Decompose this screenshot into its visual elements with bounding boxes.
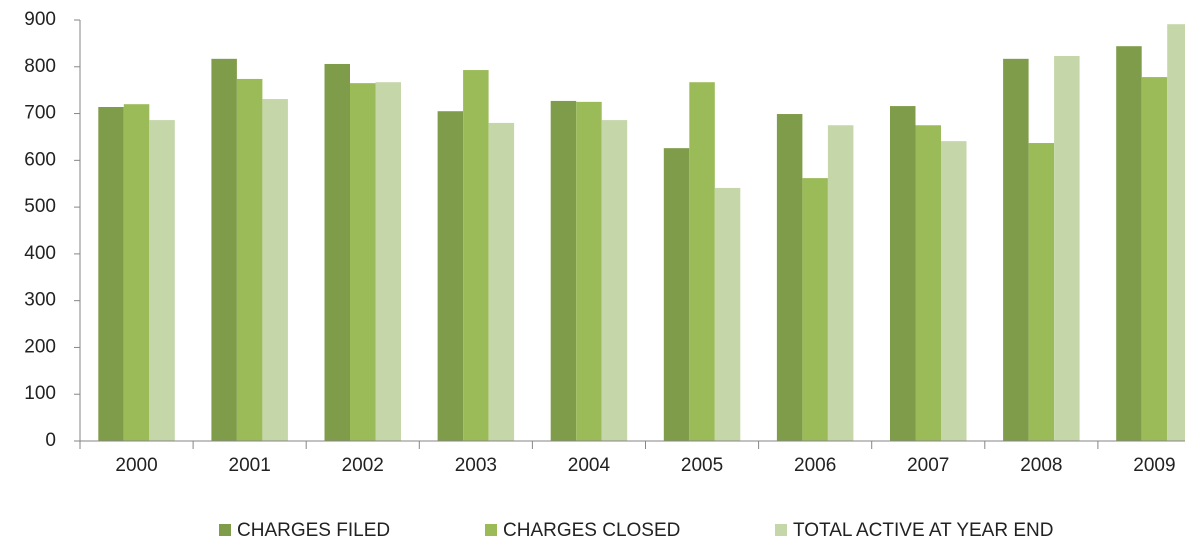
bar xyxy=(1141,77,1168,442)
bar xyxy=(941,141,967,441)
x-tick-label: 2005 xyxy=(681,455,723,476)
bar xyxy=(1003,58,1029,441)
bar xyxy=(776,114,803,442)
bar xyxy=(576,101,602,441)
x-tick-label: 2001 xyxy=(229,455,271,476)
bar xyxy=(663,148,690,441)
bar xyxy=(350,83,376,442)
bar xyxy=(827,125,854,441)
bar xyxy=(98,107,124,442)
x-tick-label: 2003 xyxy=(455,455,497,476)
bar xyxy=(375,82,401,441)
bar xyxy=(1116,46,1142,441)
bar xyxy=(1054,56,1080,441)
x-tick-label: 2007 xyxy=(907,455,949,476)
x-tick-label: 2002 xyxy=(342,455,384,476)
bar xyxy=(802,178,828,441)
x-tick-label: 2008 xyxy=(1020,455,1062,476)
y-tick-label: 0 xyxy=(45,430,56,451)
legend-label: CHARGES FILED xyxy=(237,520,390,541)
bar xyxy=(1028,143,1055,441)
bar xyxy=(123,104,150,441)
bar xyxy=(714,187,741,441)
bar xyxy=(211,58,237,441)
y-tick-label: 400 xyxy=(24,243,56,264)
legend-label: CHARGES CLOSED xyxy=(503,520,680,541)
bar xyxy=(463,70,489,442)
bar xyxy=(890,106,916,442)
bar xyxy=(324,63,350,442)
bar xyxy=(149,120,175,442)
y-tick-label: 600 xyxy=(24,149,56,170)
x-tick-label: 2000 xyxy=(115,455,157,476)
legend-swatch xyxy=(775,524,787,536)
bar xyxy=(488,122,515,442)
y-tick-label: 800 xyxy=(24,56,56,77)
y-tick-label: 900 xyxy=(24,9,56,30)
bar xyxy=(601,120,628,442)
bar xyxy=(689,82,715,441)
bar xyxy=(915,125,941,441)
legend-label: TOTAL ACTIVE AT YEAR END xyxy=(793,520,1053,541)
bar xyxy=(236,78,263,441)
x-tick-label: 2006 xyxy=(794,455,836,476)
y-tick-label: 200 xyxy=(24,336,56,357)
y-tick-label: 700 xyxy=(24,103,56,124)
x-tick-label: 2004 xyxy=(568,455,611,476)
y-tick-label: 500 xyxy=(24,196,56,217)
legend-swatch xyxy=(219,524,231,536)
y-tick-label: 100 xyxy=(24,383,56,404)
x-tick-label: 2009 xyxy=(1133,455,1175,476)
bar xyxy=(437,111,464,441)
bar xyxy=(1167,24,1185,442)
bar xyxy=(262,99,288,441)
bar xyxy=(550,100,577,442)
y-tick-label: 300 xyxy=(24,290,56,311)
legend-swatch xyxy=(485,524,497,536)
